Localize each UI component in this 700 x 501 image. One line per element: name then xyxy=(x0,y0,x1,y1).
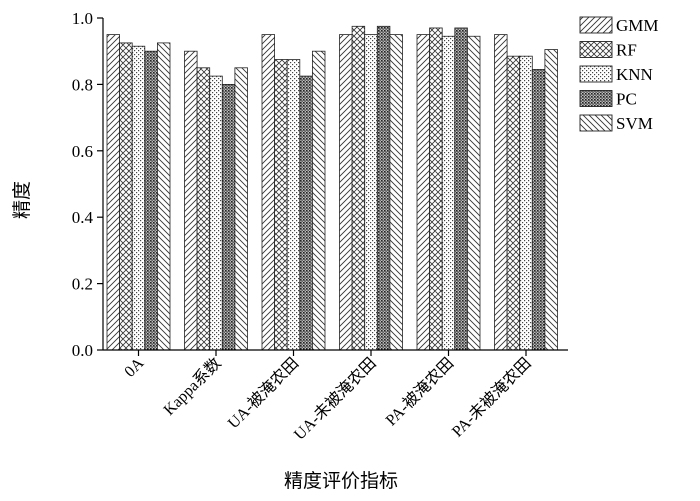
y-tick-label: 0.4 xyxy=(72,208,94,227)
bar-svm-1 xyxy=(234,67,248,351)
bar-gmm-5 xyxy=(494,34,508,351)
bar-gmm-0 xyxy=(106,34,121,351)
bar-rf-4 xyxy=(429,27,443,351)
bar-svm-3 xyxy=(389,34,403,351)
y-axis-ticks: 0.0 0.2 0.4 0.6 0.8 1.0 xyxy=(72,9,103,360)
x-axis-title: 精度评价指标 xyxy=(284,470,398,492)
bar-svm-4 xyxy=(466,35,481,351)
legend-swatch-rf xyxy=(579,41,613,58)
bar-pc-5 xyxy=(531,69,546,351)
y-axis-title: 精度 xyxy=(11,181,33,219)
y-tick-label: 0.6 xyxy=(72,142,93,161)
plot-area xyxy=(106,25,558,351)
bar-knn-2 xyxy=(286,59,301,351)
bar-svm-2 xyxy=(311,50,326,351)
legend-swatch-svm xyxy=(579,114,613,132)
bar-knn-5 xyxy=(519,55,533,351)
legend-label-rf: RF xyxy=(616,41,637,60)
legend-label-knn: KNN xyxy=(616,65,653,84)
bar-rf-5 xyxy=(506,55,521,351)
bar-pc-0 xyxy=(144,50,158,351)
legend-swatch-pc xyxy=(579,90,613,107)
bar-gmm-1 xyxy=(184,50,198,351)
bar-rf-2 xyxy=(274,59,288,351)
legend-swatch-knn xyxy=(579,65,613,83)
y-tick-label: 0.8 xyxy=(72,75,93,94)
y-tick-label: 0.0 xyxy=(72,341,93,360)
bar-knn-1 xyxy=(209,75,223,351)
y-tick-label: 1.0 xyxy=(72,9,93,28)
bar-svm-5 xyxy=(544,49,558,351)
bar-pc-4 xyxy=(454,27,468,351)
x-tick-label: 0A xyxy=(121,354,147,380)
bar-pc-2 xyxy=(299,75,313,351)
y-tick-label: 0.2 xyxy=(72,275,93,294)
bar-gmm-3 xyxy=(339,34,353,351)
bar-rf-1 xyxy=(196,67,211,351)
bar-rf-0 xyxy=(119,42,133,351)
bar-knn-4 xyxy=(441,35,456,351)
legend-label-svm: SVM xyxy=(616,114,653,133)
bar-gmm-4 xyxy=(416,34,431,351)
x-tick-label: UA-未被淹农田 xyxy=(290,354,379,443)
legend: GMM RF KNN PC SVM xyxy=(579,16,659,133)
x-tick-label: Kappa系数 xyxy=(160,354,225,419)
bar-pc-1 xyxy=(221,84,236,351)
bar-knn-0 xyxy=(131,45,146,351)
bar-knn-3 xyxy=(364,34,378,351)
x-tick-label: UA-被淹农田 xyxy=(224,354,302,432)
x-tick-label: PA-未被淹农田 xyxy=(448,354,534,440)
legend-label-pc: PC xyxy=(616,90,637,109)
x-tick-label: PA-被淹农田 xyxy=(382,354,457,429)
legend-swatch-gmm xyxy=(579,16,613,34)
bar-rf-3 xyxy=(351,25,366,351)
bar-gmm-2 xyxy=(261,34,276,351)
bar-svm-0 xyxy=(156,42,171,351)
bar-pc-3 xyxy=(376,25,391,351)
legend-label-gmm: GMM xyxy=(616,16,659,35)
